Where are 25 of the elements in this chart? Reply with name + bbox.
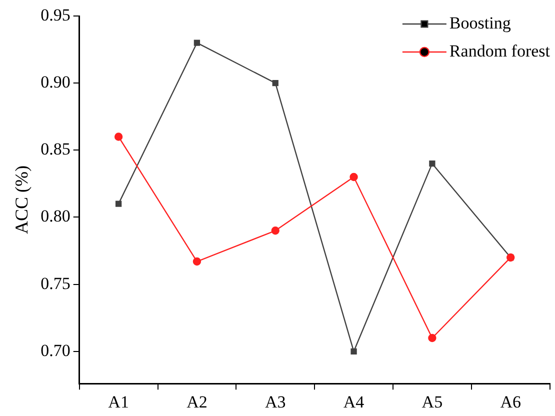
y-axis-title: ACC (%): [12, 166, 32, 234]
legend-label: Boosting: [449, 13, 512, 32]
x-tick-label: A5: [422, 392, 443, 412]
point: [194, 40, 200, 46]
x-tick-label: A1: [108, 392, 129, 412]
y-tick-label: 0.80: [40, 206, 70, 226]
point: [114, 132, 123, 141]
point: [350, 172, 358, 182]
y-tick-label: 0.70: [40, 340, 70, 360]
y-tick-label: 0.75: [40, 274, 70, 293]
point: [350, 348, 357, 354]
x-tick-label: A2: [186, 392, 208, 412]
x-tick-label: A3: [264, 392, 286, 412]
y-tick-label: 0.85: [40, 140, 70, 159]
point: [428, 334, 436, 342]
x-tick-label: A6: [500, 392, 521, 412]
y-tick-label: 0.95: [40, 5, 70, 24]
x-tick-label: A4: [343, 392, 365, 412]
legend-label: Random forest: [449, 41, 550, 60]
point: [429, 160, 436, 167]
point: [271, 226, 280, 235]
point: [192, 257, 202, 266]
y-tick-label: 0.90: [40, 72, 70, 92]
point: [272, 80, 278, 86]
point: [115, 200, 122, 207]
